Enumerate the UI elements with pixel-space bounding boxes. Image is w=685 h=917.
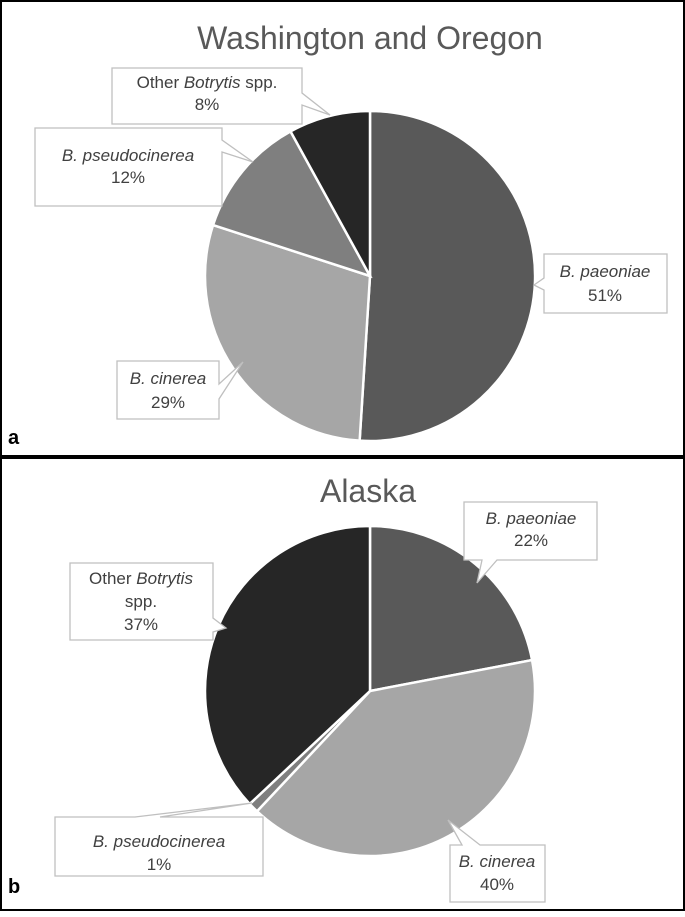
- callout-b-paeoniae: B. paeoniae 22%: [463, 501, 598, 584]
- callout-a-cinerea-box: [116, 360, 244, 420]
- pie-b: [203, 524, 537, 858]
- chart-b-title: Alaska: [320, 473, 416, 509]
- pie-a-slice-other-botrytis: [288, 109, 372, 277]
- callout-b-cinerea-box: [447, 819, 546, 903]
- callout-b-pseudocinerea-box: [54, 802, 264, 877]
- callout-a-other-name: Other Botrytis spp.: [137, 73, 278, 92]
- callout-a-pseudocinerea-name: B. pseudocinerea: [62, 146, 194, 165]
- pie-a: [203, 109, 537, 443]
- callout-a-other: Other Botrytis spp. 8%: [111, 67, 331, 125]
- callout-b-pseudocinerea-name: B. pseudocinerea: [93, 832, 225, 851]
- pie-b-slice-b-cinerea: [255, 658, 537, 858]
- callout-a-other-box: [111, 67, 331, 125]
- callout-b-paeoniae-pct: 22%: [514, 531, 548, 550]
- callout-a-other-italic: Botrytis: [184, 73, 241, 92]
- pie-b-slice-b-paeoniae: [368, 524, 534, 693]
- callout-b-other-pct: 37%: [124, 615, 158, 634]
- callout-b-pseudocinerea: B. pseudocinerea 1%: [54, 802, 264, 877]
- callout-a-paeoniae-pct: 51%: [588, 286, 622, 305]
- callout-a-cinerea-name: B. cinerea: [130, 369, 207, 388]
- callout-a-paeoniae-name: B. paeoniae: [560, 262, 651, 281]
- pie-a-slice-b-pseudocinerea: [211, 129, 373, 279]
- callout-a-cinerea-pct: 29%: [151, 393, 185, 412]
- callout-b-other-name: Other Botrytis: [89, 569, 193, 588]
- callout-a-cinerea: B. cinerea 29%: [116, 360, 244, 420]
- panel-a-letter: a: [8, 427, 20, 449]
- callout-a-pseudocinerea-pct: 12%: [111, 168, 145, 187]
- callout-a-other-prefix: Other: [137, 73, 184, 92]
- callout-a-other-pct: 8%: [195, 95, 220, 114]
- callout-b-other: Other Botrytis spp. 37%: [69, 562, 228, 641]
- callout-b-other-prefix: Other: [89, 569, 136, 588]
- pie-a-slice-b-cinerea: [203, 223, 372, 442]
- pie-a-slice-b-paeoniae: [358, 109, 537, 443]
- callout-a-paeoniae-box: [532, 253, 668, 314]
- panel-a-frame: [0, 0, 685, 457]
- panel-b-frame: [0, 457, 685, 911]
- callout-a-pseudocinerea-box: [34, 127, 254, 207]
- callout-b-pseudocinerea-pct: 1%: [147, 855, 172, 874]
- callout-b-cinerea-pct: 40%: [480, 875, 514, 894]
- callout-a-paeoniae: B. paeoniae 51%: [532, 253, 668, 314]
- callout-b-cinerea-name: B. cinerea: [459, 852, 536, 871]
- callout-b-other-italic: Botrytis: [136, 569, 193, 588]
- callout-b-other-suffix: spp.: [125, 592, 157, 611]
- callout-b-paeoniae-name: B. paeoniae: [486, 509, 577, 528]
- panel-b-letter: b: [8, 876, 20, 898]
- callout-a-other-suffix: spp.: [241, 73, 278, 92]
- callout-b-paeoniae-box: [463, 501, 598, 584]
- callout-a-pseudocinerea: B. pseudocinerea 12%: [34, 127, 254, 207]
- chart-a-title: Washington and Oregon: [197, 20, 543, 56]
- callout-b-cinerea: B. cinerea 40%: [447, 819, 546, 903]
- callout-b-other-box: [69, 562, 228, 641]
